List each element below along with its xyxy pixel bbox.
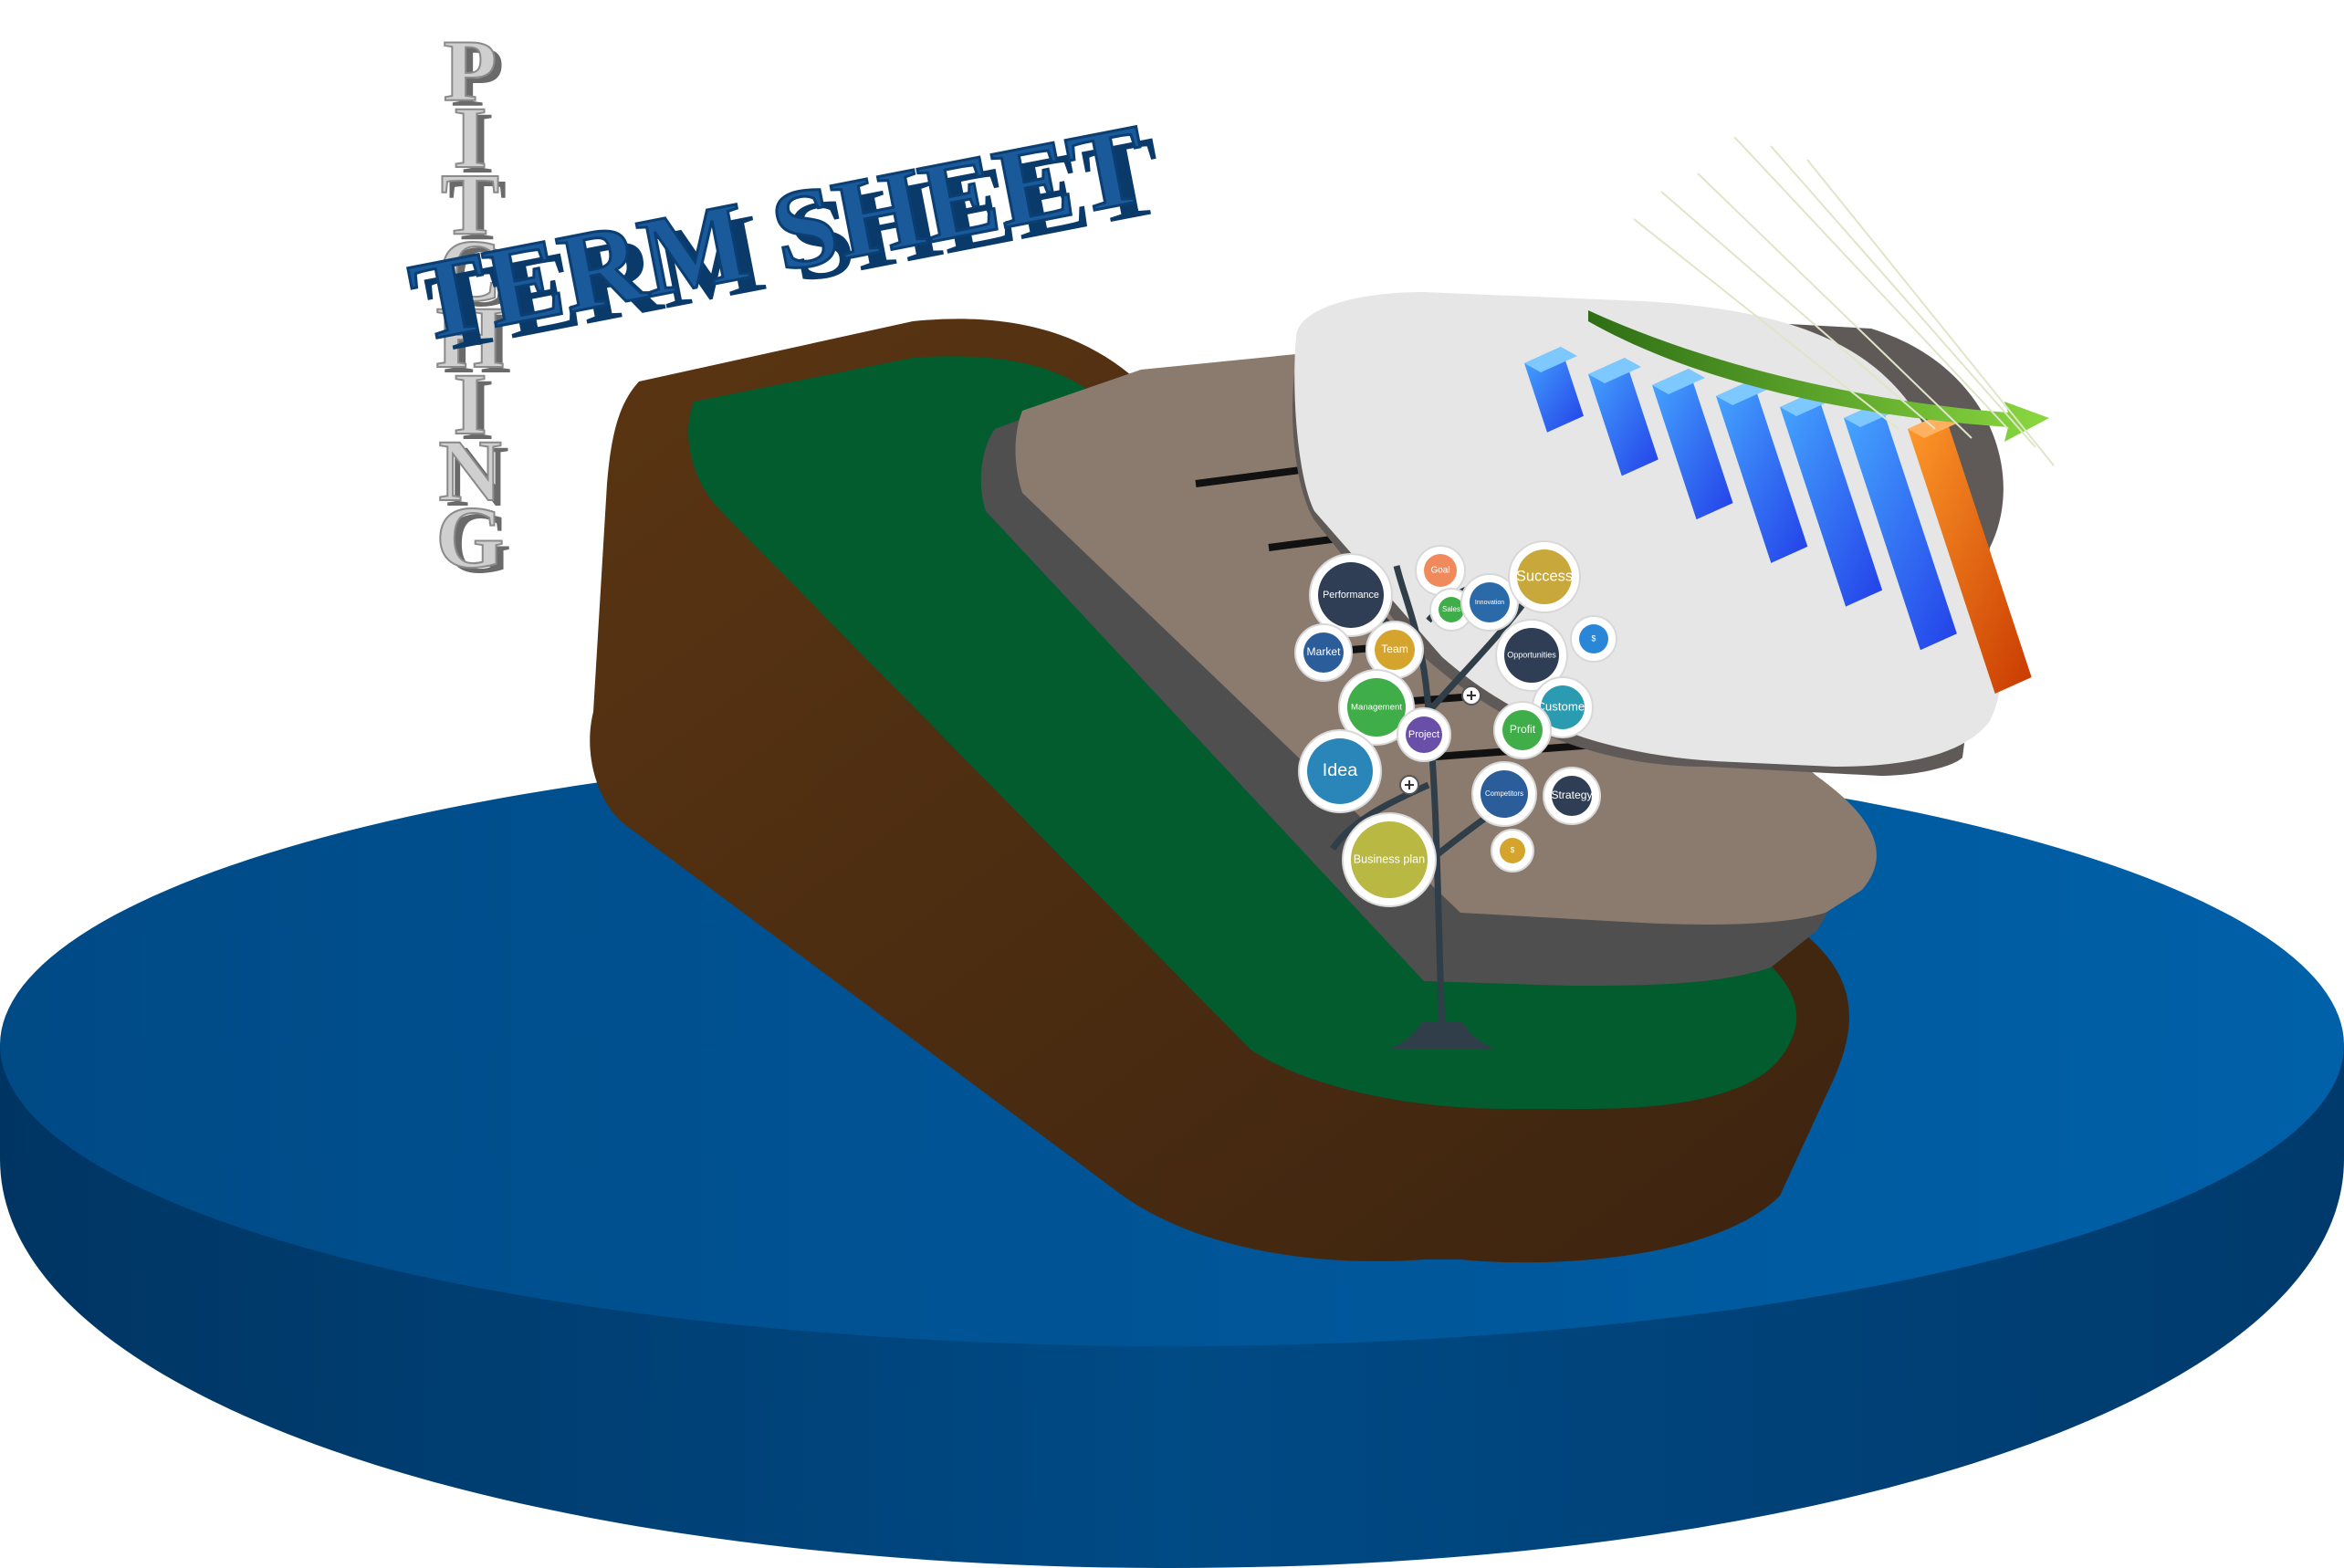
tree-node-label: $ (1592, 633, 1596, 643)
tree-node (1318, 562, 1384, 628)
tree-node-label: Profit (1510, 723, 1536, 736)
chart-bar-top (1588, 358, 1641, 383)
tree-node-label: Competitors (1485, 789, 1523, 798)
tree-node (1481, 770, 1528, 818)
tree-node-label: Goal (1431, 566, 1450, 576)
tree-node (1307, 738, 1373, 804)
tree-node-label: Customer (1536, 699, 1589, 713)
chart-bar (1908, 413, 2032, 694)
vertical-letter-shadow: T (448, 161, 507, 258)
plus-icon-mark (1467, 691, 1476, 700)
vertical-letter: N (438, 422, 501, 519)
tree-node (1502, 710, 1543, 750)
chart-bar (1716, 380, 1808, 563)
tree-node (1579, 624, 1608, 653)
tree-node (1439, 597, 1464, 622)
vertical-letter-shadow: C (445, 227, 508, 325)
vertical-letter: I (453, 89, 487, 186)
chart-bar (1844, 402, 1957, 651)
vertical-letter: G (436, 488, 505, 586)
tree-node (1351, 821, 1428, 898)
vertical-letter: I (453, 355, 487, 453)
vertical-letter-shadow: P (451, 27, 505, 125)
vertical-letter-shadow: I (460, 94, 494, 192)
vertical-letter-shadow: G (444, 494, 512, 591)
plus-icon-mark (1405, 780, 1414, 789)
tree-node (1552, 776, 1592, 816)
tree-node-label: Team (1381, 643, 1408, 655)
tree-node-label: Strategy (1551, 789, 1593, 801)
vertical-letter: C (438, 222, 501, 319)
tree-node-label: Innovation (1475, 600, 1504, 606)
vertical-letter: T (441, 155, 499, 253)
chart-bar (1588, 358, 1659, 476)
vertical-letter-shadow: I (460, 361, 494, 458)
tree-node-label: Performance (1323, 590, 1379, 601)
headline-text: TERM SHEET (401, 100, 1156, 365)
vertical-letter: P (444, 22, 497, 120)
tree-node-label: Management (1351, 703, 1402, 713)
chart-bar-top (1524, 347, 1577, 372)
chart-bar-top (1652, 369, 1705, 394)
tree-node-label: Success (1516, 568, 1573, 584)
trend-arrow-icon (1588, 310, 2049, 442)
tree-node-label: Business plan (1354, 852, 1425, 865)
tree-node (1541, 685, 1585, 729)
tree-node-label: Opportunities (1507, 650, 1556, 659)
tree-node (1424, 554, 1457, 587)
vertical-letter: H (436, 288, 505, 386)
chart-card (1292, 136, 2055, 776)
tree-node-label: $ (1511, 846, 1515, 854)
tree-node (1500, 838, 1525, 863)
tree-node-label: Market (1307, 645, 1342, 658)
tree-node (1504, 628, 1559, 683)
chart-bar (1780, 391, 1883, 607)
tree-node (1303, 632, 1344, 673)
tree-node-label: Sales (1442, 605, 1460, 613)
chart-bar (1652, 369, 1733, 520)
tree-node-label: Idea (1323, 760, 1358, 780)
tree-node (1406, 716, 1442, 753)
tree-node (1375, 630, 1415, 670)
tree-node (1347, 678, 1406, 737)
vertical-letter-shadow: N (445, 427, 508, 525)
business-tree: Goal Performance Sales Innovation Success Mar… (1294, 540, 1617, 1050)
tree-node-label: Project (1408, 729, 1439, 740)
tree-node (1470, 582, 1510, 622)
tree-node (1517, 549, 1572, 604)
vertical-letter-shadow: H (444, 294, 512, 392)
speed-lines (1633, 136, 2055, 466)
